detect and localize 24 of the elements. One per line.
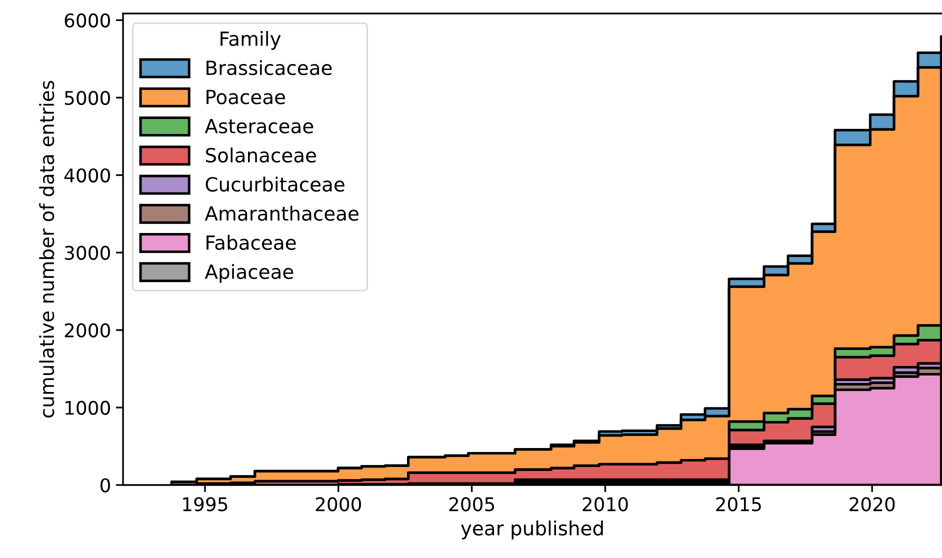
y-tick-label: 1000 xyxy=(66,400,110,415)
legend-label: Poaceae xyxy=(206,90,286,104)
legend-label: Amaranthaceae xyxy=(204,206,358,221)
legend-label: Apiaceae xyxy=(204,264,294,283)
x-axis-title: year published xyxy=(461,520,603,540)
y-tick-label: 3000 xyxy=(64,246,110,260)
legend-label: Solanaceae xyxy=(206,148,316,163)
x-tick-label: 2005 xyxy=(449,497,494,512)
y-tick-label: 4000 xyxy=(64,168,110,183)
legend-title: Family xyxy=(220,31,281,50)
y-axis-title: cumulative number of data entries xyxy=(39,80,54,418)
legend-label: Fabaceae xyxy=(206,234,296,250)
x-tick-label: 2010 xyxy=(582,497,628,512)
y-tick-label: 0 xyxy=(100,478,110,492)
y-tick-label: 6000 xyxy=(64,13,110,28)
y-tick-label: 2000 xyxy=(64,323,110,338)
x-tick-label: 2000 xyxy=(316,497,361,512)
x-tick-label: 1995 xyxy=(183,497,228,512)
x-tick-label: 2020 xyxy=(850,497,895,512)
legend-label: Brassicaceae xyxy=(206,60,332,76)
y-tick-label: 5000 xyxy=(64,90,110,106)
legend-label: Asteraceae xyxy=(204,118,314,134)
x-tick-label: 2015 xyxy=(716,497,761,512)
legend-label: Cucurbitaceae xyxy=(206,176,344,192)
